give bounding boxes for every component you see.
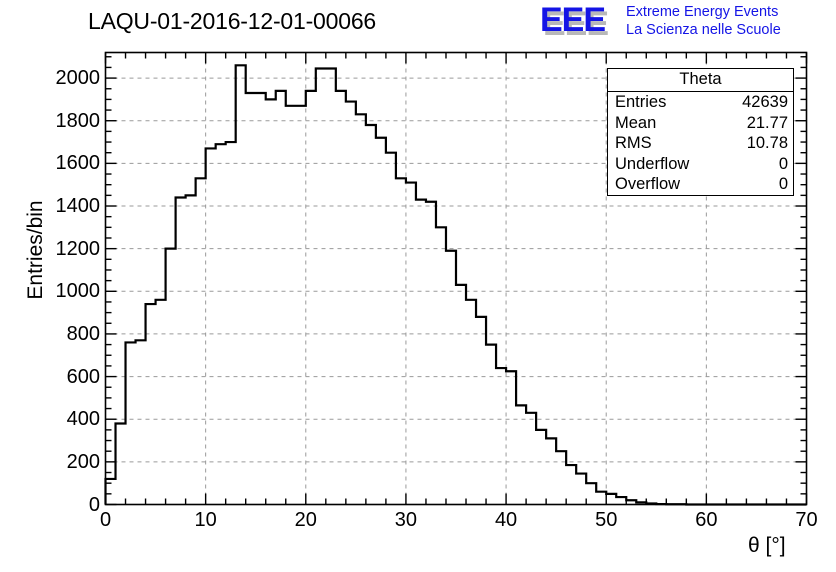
y-tick-label: 200 (66, 450, 100, 473)
eee-logo-mark: EEE (540, 1, 606, 39)
statistics-label: RMS (615, 134, 652, 152)
histogram-step-line (104, 64, 807, 506)
statistics-title: Theta (608, 69, 793, 92)
statistics-row: Overflow 0 (608, 174, 793, 195)
x-tick-label: 30 (394, 509, 418, 531)
y-tick-label: 1400 (55, 195, 101, 217)
y-tick-label: 1800 (55, 109, 101, 132)
statistics-value: 0 (778, 154, 788, 173)
x-tick-label: 70 (795, 509, 818, 531)
y-tick-label: 800 (66, 322, 100, 345)
x-tick-label: 0 (99, 509, 112, 531)
x-tick-label: 40 (494, 509, 518, 531)
page-title: LAQU-01-2016-12-01-00066 (88, 8, 377, 34)
x-tick-label: 60 (695, 509, 718, 531)
y-tick-label: 600 (66, 365, 100, 388)
statistics-label: Mean (615, 113, 657, 132)
x-axis-title: θ [°] (748, 534, 786, 557)
statistics-rows: Entries 42639 Mean 21.77 RMS 10.78 Underflow 0 O… (608, 92, 793, 195)
statistics-label: Entries (615, 93, 667, 111)
statistics-value: 0 (778, 175, 788, 193)
x-tick-label: 10 (194, 509, 217, 531)
x-tick-label: 50 (595, 509, 618, 531)
statistics-row: RMS 10.78 (608, 133, 793, 154)
x-axis-tick-labels: 0 10 20 30 40 50 60 70 (0, 510, 836, 534)
eee-logo: EEE EEE Extreme Energy Events La Scienza… (540, 2, 836, 42)
statistics-row: Entries 42639 (608, 92, 793, 113)
x-tick-label: 20 (294, 509, 317, 531)
statistics-value: 21.77 (746, 113, 788, 132)
statistics-value: 10.78 (746, 134, 788, 152)
plot-frame (104, 51, 808, 506)
y-tick-label: 1200 (55, 237, 101, 260)
y-tick-label: 0 (88, 493, 100, 516)
eee-logo-line-2: La Scienza nelle Scuole (626, 22, 781, 38)
y-tick-label: 1600 (55, 152, 101, 175)
statistics-value: 42639 (742, 93, 788, 111)
statistics-row: Underflow 0 (608, 154, 793, 175)
y-tick-label: 400 (66, 408, 100, 431)
statistics-label: Overflow (615, 175, 681, 193)
y-tick-label: 2000 (55, 67, 101, 90)
eee-logo-line-1: Extreme Energy Events (626, 4, 779, 20)
statistics-row: Mean 21.77 (608, 113, 793, 134)
statistics-label: Underflow (615, 154, 690, 173)
y-tick-label: 1000 (55, 280, 101, 303)
statistics-box: Theta Entries 42639 Mean 21.77 RMS 10.78 Under… (607, 68, 794, 196)
eee-logo-shadow: EEE (543, 5, 609, 43)
